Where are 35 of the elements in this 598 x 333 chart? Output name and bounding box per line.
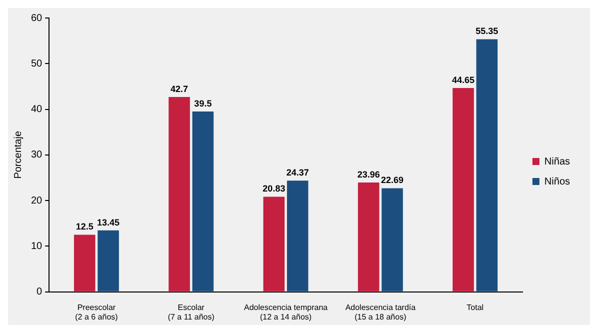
- bar: [192, 112, 214, 292]
- legend-label: Niños: [544, 176, 570, 188]
- y-axis-title: Porcentaje: [12, 130, 24, 179]
- x-tick-label: Adolescencia tardía (15 a 18 años): [345, 302, 416, 322]
- bar: [476, 39, 498, 292]
- y-tick-label: 30: [31, 150, 43, 161]
- data-label: 39.5: [194, 98, 212, 109]
- y-tick-label: 0: [36, 286, 43, 298]
- data-label: 20.83: [262, 184, 286, 194]
- data-label: 24.37: [286, 168, 309, 178]
- bar: [168, 96, 190, 292]
- bar: [286, 180, 308, 292]
- y-tick-label: 20: [31, 195, 43, 206]
- data-label: 12.5: [76, 222, 94, 232]
- y-tick-label: 10: [31, 240, 43, 252]
- bar: [452, 88, 474, 292]
- x-tick-label: Adolescencia temprana (12 a 14 años): [244, 302, 328, 322]
- bar: [74, 234, 96, 292]
- data-label: 23.96: [357, 169, 380, 180]
- bar: [358, 182, 380, 292]
- data-label: 55.35: [476, 26, 498, 36]
- y-tick-label: 60: [31, 12, 43, 24]
- y-tick-label: 50: [31, 58, 43, 70]
- data-label: 44.65: [452, 75, 475, 86]
- data-label: 42.7: [170, 84, 188, 94]
- data-label: 22.69: [381, 175, 404, 186]
- bar: [263, 196, 285, 292]
- data-label: 13.45: [97, 217, 120, 228]
- x-tick-label: Escolar (7 a 11 años): [168, 302, 215, 322]
- bar: [382, 188, 403, 292]
- legend-label: Niñas: [544, 156, 570, 168]
- bar: [98, 230, 119, 292]
- x-tick-label: Total: [466, 302, 484, 312]
- x-tick-label: Preescolar (2 a 6 años): [75, 302, 118, 322]
- y-tick-label: 40: [31, 104, 43, 116]
